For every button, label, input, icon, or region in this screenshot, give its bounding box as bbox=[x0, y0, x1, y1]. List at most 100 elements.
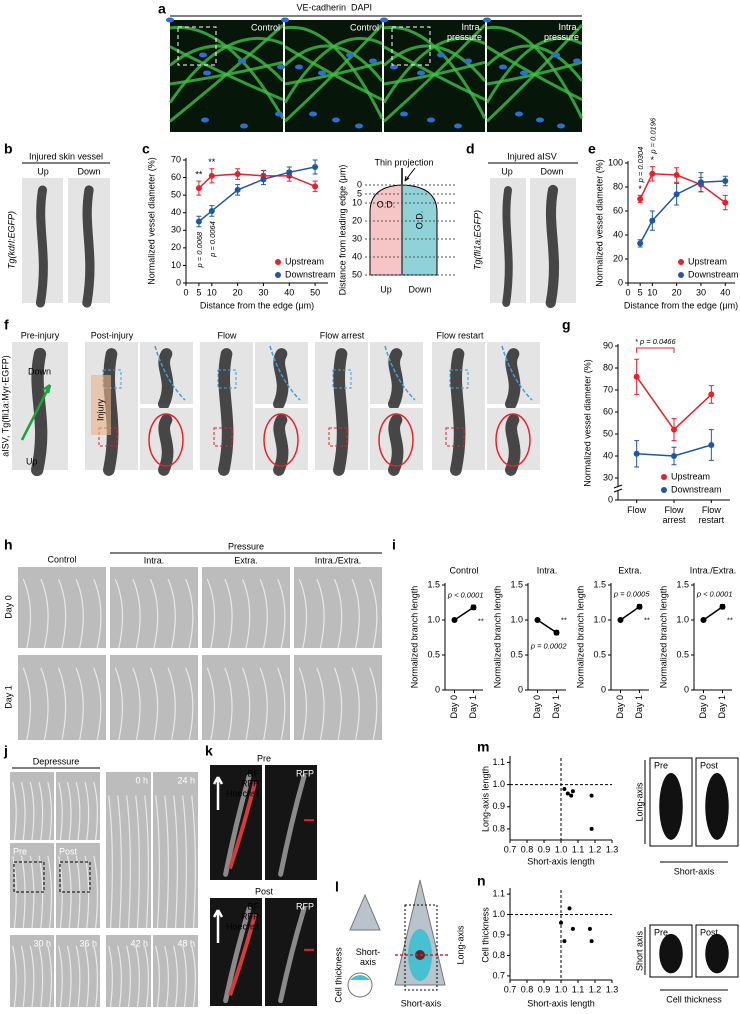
row-label: Day 0 bbox=[3, 595, 13, 619]
x-tick-label: 50 bbox=[310, 287, 320, 297]
image-texture bbox=[149, 578, 159, 649]
direction-arrow bbox=[212, 909, 224, 943]
y-axis-label: Normalized branch length bbox=[658, 586, 668, 689]
image-texture bbox=[485, 23, 584, 123]
image-texture bbox=[168, 36, 284, 104]
y-tick-label: 20 bbox=[613, 253, 623, 263]
data-point bbox=[195, 185, 202, 192]
outline bbox=[384, 345, 416, 401]
image-texture bbox=[369, 578, 378, 649]
image-texture bbox=[29, 945, 35, 1008]
y-axis-label: Normalized vessel diameter (%) bbox=[582, 359, 592, 487]
channel-label: BF bbox=[247, 901, 259, 911]
y-tick-label: 1.5 bbox=[427, 579, 440, 589]
image-texture bbox=[380, 17, 388, 23]
image-texture bbox=[278, 774, 307, 877]
data-point bbox=[673, 172, 680, 178]
y-tick-label: 1.5 bbox=[676, 579, 689, 589]
image bbox=[202, 655, 290, 740]
image-texture bbox=[277, 64, 285, 70]
panel-label: m bbox=[477, 739, 489, 755]
data-point bbox=[208, 172, 215, 179]
image-texture bbox=[191, 945, 196, 1008]
x-tick-label: Day 0 bbox=[449, 695, 459, 719]
legend-label: Downstream bbox=[688, 269, 739, 279]
image-texture bbox=[126, 945, 131, 1008]
injury-zone bbox=[91, 375, 111, 435]
y-tick-label: 0 bbox=[435, 684, 440, 694]
image-texture bbox=[295, 64, 303, 70]
data-point bbox=[637, 196, 644, 202]
panel-title: Injured aISV bbox=[507, 151, 557, 161]
x-axis-label: Distance from the edge (μm) bbox=[624, 300, 738, 310]
y-axis-label: Cell thickness bbox=[480, 907, 490, 963]
panel-label: b bbox=[4, 141, 13, 157]
legend-text: DAPI bbox=[351, 2, 372, 12]
panel-title: Injured skin vessel bbox=[29, 151, 103, 161]
image-texture bbox=[659, 933, 683, 974]
image-texture bbox=[108, 945, 113, 1008]
image-texture bbox=[185, 667, 194, 741]
data-point bbox=[637, 240, 644, 247]
zoom-box bbox=[445, 427, 465, 447]
data-point bbox=[633, 450, 640, 457]
image-texture bbox=[22, 667, 32, 741]
data-point bbox=[589, 793, 594, 798]
series-line bbox=[639, 180, 726, 244]
data-point bbox=[570, 926, 575, 931]
y-tick-label: 1.0 bbox=[492, 909, 505, 919]
image-texture bbox=[705, 772, 729, 840]
image-texture bbox=[659, 772, 683, 840]
measure-label: O.D. bbox=[377, 199, 396, 209]
panel-title: Post bbox=[255, 886, 274, 896]
x-tick-label: 0.8 bbox=[521, 984, 534, 994]
y-tick-label: 1.0 bbox=[676, 614, 689, 624]
y-tick-label: 0 bbox=[176, 277, 181, 287]
image-texture bbox=[316, 667, 325, 741]
image-texture bbox=[93, 945, 99, 1008]
chart-title: Extra. bbox=[618, 565, 642, 575]
legend-marker bbox=[661, 474, 667, 480]
column-label: Up bbox=[501, 166, 513, 176]
image-texture bbox=[275, 111, 283, 117]
image-texture bbox=[283, 36, 383, 104]
x-tick-label: 30 bbox=[696, 287, 706, 297]
image-label: Intra. pressure bbox=[447, 22, 482, 42]
panel-label: h bbox=[4, 537, 13, 553]
image-texture bbox=[483, 17, 491, 23]
column-label: Down bbox=[77, 166, 100, 176]
y-tick-label: 1.1 bbox=[492, 888, 505, 898]
chart-title: Intra./Extra. bbox=[690, 565, 737, 575]
y-tick-label: 30 bbox=[603, 472, 613, 482]
data-point bbox=[534, 617, 541, 623]
y-tick-label: 70 bbox=[171, 154, 181, 164]
image-texture bbox=[155, 945, 160, 1008]
image-texture bbox=[75, 945, 81, 1008]
image bbox=[110, 567, 198, 648]
legend-label: Upstream bbox=[671, 471, 710, 481]
panel-label: l bbox=[335, 879, 339, 895]
x-tick-label: 1.2 bbox=[589, 984, 602, 994]
y-tick-label: 60 bbox=[613, 205, 623, 215]
data-point bbox=[722, 178, 729, 184]
tick-label: 10 bbox=[352, 197, 362, 207]
image bbox=[10, 935, 54, 1007]
data-point bbox=[565, 791, 570, 796]
axis-label: Distance from leading edge (μm) bbox=[337, 165, 347, 296]
image-texture bbox=[505, 348, 521, 410]
column-label: Post-injury bbox=[91, 330, 134, 340]
zoom-box bbox=[449, 369, 469, 389]
image-texture bbox=[12, 855, 17, 929]
data-point bbox=[617, 617, 624, 623]
outline bbox=[495, 413, 531, 467]
image-texture bbox=[173, 795, 178, 929]
row-label: Day 1 bbox=[3, 685, 13, 709]
column-label: Extra. bbox=[234, 555, 258, 565]
image-texture bbox=[75, 855, 81, 929]
channel-label: Hoechst bbox=[226, 788, 260, 798]
panel-label: g bbox=[562, 317, 571, 333]
diagram-label: Short-axis bbox=[401, 998, 442, 1008]
x-tick-label: Flow restart bbox=[699, 505, 725, 525]
y-axis-label: Normalized vessel diameter (%) bbox=[594, 159, 604, 287]
